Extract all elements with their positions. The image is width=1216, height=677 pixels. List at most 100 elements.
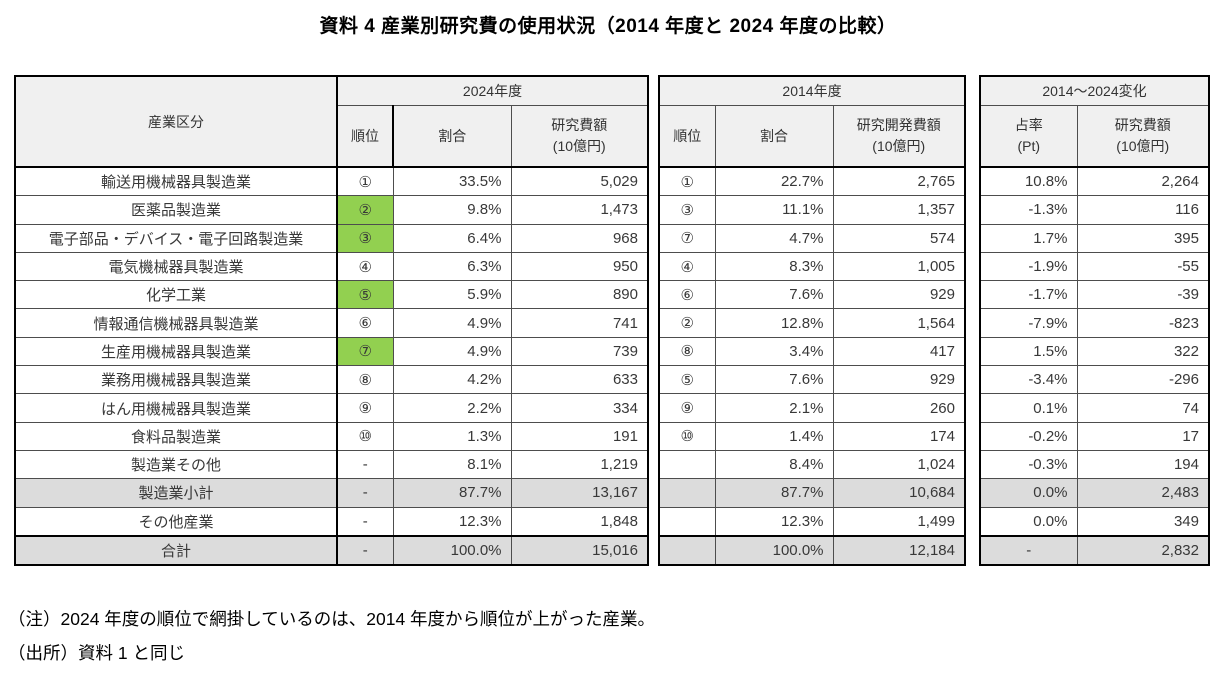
amount-header-2024: 研究費額 (10億円) — [510, 105, 649, 168]
amount-2024-cell: 950 — [510, 251, 649, 282]
amount-2014-cell: 260 — [832, 393, 966, 423]
table-row: 100.0% 12,184 — [658, 535, 966, 566]
amount-2014-cell: 1,005 — [832, 251, 966, 282]
amount-change-cell: 322 — [1076, 336, 1210, 367]
table-row: ⑤ 7.6% 929 — [658, 365, 966, 395]
table-2024-header: 産業区分 2024年度 順位 割合 研究費額 (10億円) — [14, 75, 649, 168]
pt-change-cell: 0.0% — [979, 478, 1078, 508]
share-2014-cell: 8.3% — [714, 251, 834, 282]
pt-header-line1: 占率 — [1014, 117, 1043, 133]
amount-2014-cell: 417 — [832, 336, 966, 367]
share-2014-cell: 11.1% — [714, 195, 834, 225]
pt-change-cell: 0.1% — [979, 393, 1078, 423]
share-2024-cell: 5.9% — [392, 280, 512, 310]
amount-2014-cell: 1,564 — [832, 308, 966, 338]
amount-2014-cell: 1,357 — [832, 195, 966, 225]
table-row: 製造業小計 -87.7% 13,167 — [14, 478, 649, 508]
pt-header-change: 占率 (Pt) — [979, 105, 1078, 168]
table-row: 1.5% 322 — [979, 336, 1210, 367]
amount-header-2024-line2: (10億円) — [552, 138, 606, 154]
rank-2014-cell — [658, 449, 716, 480]
table-row: 合計 -100.0% 15,016 — [14, 535, 649, 566]
share-2024-cell: 9.8% — [392, 195, 512, 225]
share-2014-cell: 12.3% — [714, 506, 834, 537]
amount-2024-cell: 1,848 — [510, 506, 649, 537]
rank-2014-cell: ⑨ — [658, 393, 716, 423]
rank-2024-cell: ⑧ — [336, 365, 394, 395]
rank-2024-cell: ⑦ — [336, 336, 394, 367]
rank-header-2014: 順位 — [658, 105, 716, 168]
amount-header-change-line2: (10億円) — [1116, 138, 1170, 154]
share-2024-cell: 1.3% — [392, 421, 512, 451]
note-shading: （注）2024 年度の順位で網掛しているのは、2014 年度から順位が上がった産… — [8, 609, 656, 629]
table-row: 電子部品・デバイス・電子回路製造業 ③ 6.4% 968 — [14, 223, 649, 253]
pt-change-cell: 10.8% — [979, 166, 1078, 197]
table-change-header: 2014～2024変化 占率 (Pt) 研究費額 (10億円) — [979, 75, 1210, 168]
share-2024-cell: 33.5% — [392, 166, 512, 197]
industry-cell: 医薬品製造業 — [14, 195, 338, 225]
amount-2024-cell: 13,167 — [510, 478, 649, 508]
rank-2024-cell: ⑩ — [336, 421, 394, 451]
amount-2024-cell: 968 — [510, 223, 649, 253]
industry-cell: 合計 — [14, 535, 338, 566]
industry-cell: 化学工業 — [14, 280, 338, 310]
amount-2024-cell: 741 — [510, 308, 649, 338]
rank-2014-cell: ④ — [658, 251, 716, 282]
table-row: 情報通信機械器具製造業 ⑥ 4.9% 741 — [14, 308, 649, 338]
table-change-body: 10.8% 2,264 -1.3% 116 1.7% 395 -1.9% -55 -1.7% -3… — [979, 166, 1210, 566]
table-row: -0.2% 17 — [979, 421, 1210, 451]
table-row: ⑩ 1.4% 174 — [658, 421, 966, 451]
industry-cell: 食料品製造業 — [14, 421, 338, 451]
share-2014-cell: 22.7% — [714, 166, 834, 197]
share-2014-cell: 1.4% — [714, 421, 834, 451]
amount-2014-cell: 574 — [832, 223, 966, 253]
pt-change-cell: -1.3% — [979, 195, 1078, 225]
pt-change-cell: -1.9% — [979, 251, 1078, 282]
share-2024-cell: 100.0% — [392, 535, 512, 566]
industry-cell: 製造業小計 — [14, 478, 338, 508]
rank-2024-cell: ④ — [336, 251, 394, 282]
rank-2024-cell: - — [336, 478, 394, 508]
amount-change-cell: 74 — [1076, 393, 1210, 423]
amount-2014-cell: 174 — [832, 421, 966, 451]
rank-2014-cell: ① — [658, 166, 716, 197]
rank-2024-cell: ⑤ — [336, 280, 394, 310]
table-row: 食料品製造業 ⑩ 1.3% 191 — [14, 421, 649, 451]
amount-2024-cell: 334 — [510, 393, 649, 423]
share-2024-cell: 4.9% — [392, 308, 512, 338]
pt-change-cell: - — [979, 535, 1078, 566]
rank-2024-cell: - — [336, 449, 394, 480]
amount-2014-cell: 10,684 — [832, 478, 966, 508]
industry-cell: その他産業 — [14, 506, 338, 537]
group-header-2024: 2024年度 — [336, 75, 649, 106]
table-row: -1.7% -39 — [979, 280, 1210, 310]
amount-change-cell: -39 — [1076, 280, 1210, 310]
amount-2024-cell: 5,029 — [510, 166, 649, 197]
amount-change-cell: 2,832 — [1076, 535, 1210, 566]
note-source: （出所）資料 1 と同じ — [8, 643, 185, 663]
pt-header-line2: (Pt) — [1017, 138, 1041, 154]
pt-change-cell: -7.9% — [979, 308, 1078, 338]
industry-cell: 情報通信機械器具製造業 — [14, 308, 338, 338]
table-change: 2014～2024変化 占率 (Pt) 研究費額 (10億円) 10.8% 2,2… — [979, 75, 1210, 567]
table-row: 0.0% 349 — [979, 506, 1210, 537]
share-2024-cell: 12.3% — [392, 506, 512, 537]
amount-header-2024-line1: 研究費額 — [551, 117, 608, 133]
amount-2024-cell: 1,473 — [510, 195, 649, 225]
amount-header-change-line1: 研究費額 — [1114, 117, 1171, 133]
amount-header-2014-line2: (10億円) — [872, 138, 926, 154]
amount-change-cell: 395 — [1076, 223, 1210, 253]
rank-2024-cell: ⑨ — [336, 393, 394, 423]
table-row: 8.4% 1,024 — [658, 449, 966, 480]
table-row: 10.8% 2,264 — [979, 166, 1210, 197]
industry-cell: 電気機械器具製造業 — [14, 251, 338, 282]
share-2024-cell: 2.2% — [392, 393, 512, 423]
rank-2024-cell: ③ — [336, 223, 394, 253]
footnotes: （注）2024 年度の順位で網掛しているのは、2014 年度から順位が上がった産… — [8, 602, 655, 670]
rank-header-2024: 順位 — [336, 105, 394, 168]
industry-cell: 生産用機械器具製造業 — [14, 336, 338, 367]
table-row: 輸送用機械器具製造業 ① 33.5% 5,029 — [14, 166, 649, 197]
amount-header-2014-line1: 研究開発費額 — [856, 117, 941, 133]
rank-2014-cell — [658, 535, 716, 566]
rank-2014-cell — [658, 478, 716, 508]
